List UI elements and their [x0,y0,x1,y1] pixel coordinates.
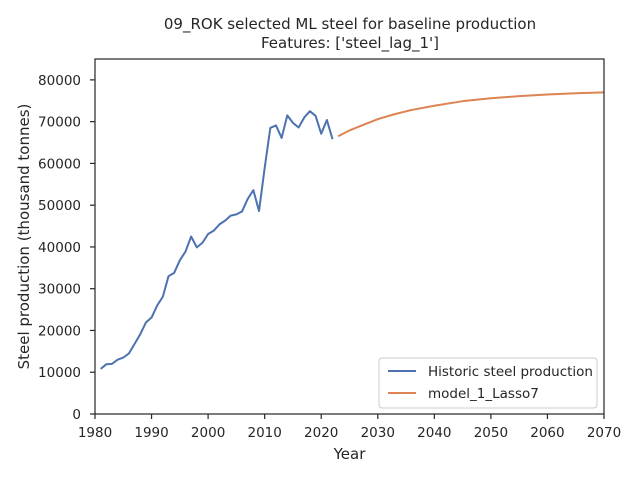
x-tick-label: 1980 [78,425,112,441]
legend: Historic steel production model_1_Lasso7 [378,357,598,409]
x-tick-label: 2060 [530,425,564,441]
chart-subtitle: Features: ['steel_lag_1'] [261,34,439,53]
y-axis-ticks: 0 10000 20000 30000 40000 50000 60000 70000 8000… [38,73,95,423]
y-tick-label: 40000 [38,240,81,256]
legend-label-historic: Historic steel production [428,364,593,380]
x-tick-label: 2020 [304,425,338,441]
y-axis-label: Steel production (thousand tonnes) [15,104,33,370]
y-tick-label: 50000 [38,198,81,214]
y-tick-label: 30000 [38,282,81,298]
x-tick-label: 1990 [134,425,168,441]
x-tick-label: 2050 [474,425,508,441]
x-tick-label: 2000 [191,425,225,441]
y-tick-label: 20000 [38,323,81,339]
series-line-0 [100,110,334,370]
x-tick-label: 2010 [247,425,281,441]
y-tick-label: 10000 [38,365,81,381]
x-tick-label: 2040 [417,425,451,441]
legend-label-model: model_1_Lasso7 [428,386,539,402]
x-axis-ticks: 1980 1990 2000 2010 2020 2030 2040 2050 2060 2070 [78,414,621,441]
x-axis-label: Year [333,445,367,463]
y-tick-label: 0 [72,407,81,423]
x-tick-label: 2030 [361,425,395,441]
legend-box [378,357,598,409]
chart-title: 09_ROK selected ML steel for baseline pr… [164,15,536,34]
y-tick-label: 60000 [38,156,81,172]
series-layer [100,91,605,370]
y-tick-label: 70000 [38,115,81,131]
y-tick-label: 80000 [38,73,81,89]
x-tick-label: 2070 [587,425,621,441]
plot-frame [94,58,605,415]
series-line-1 [337,91,605,138]
